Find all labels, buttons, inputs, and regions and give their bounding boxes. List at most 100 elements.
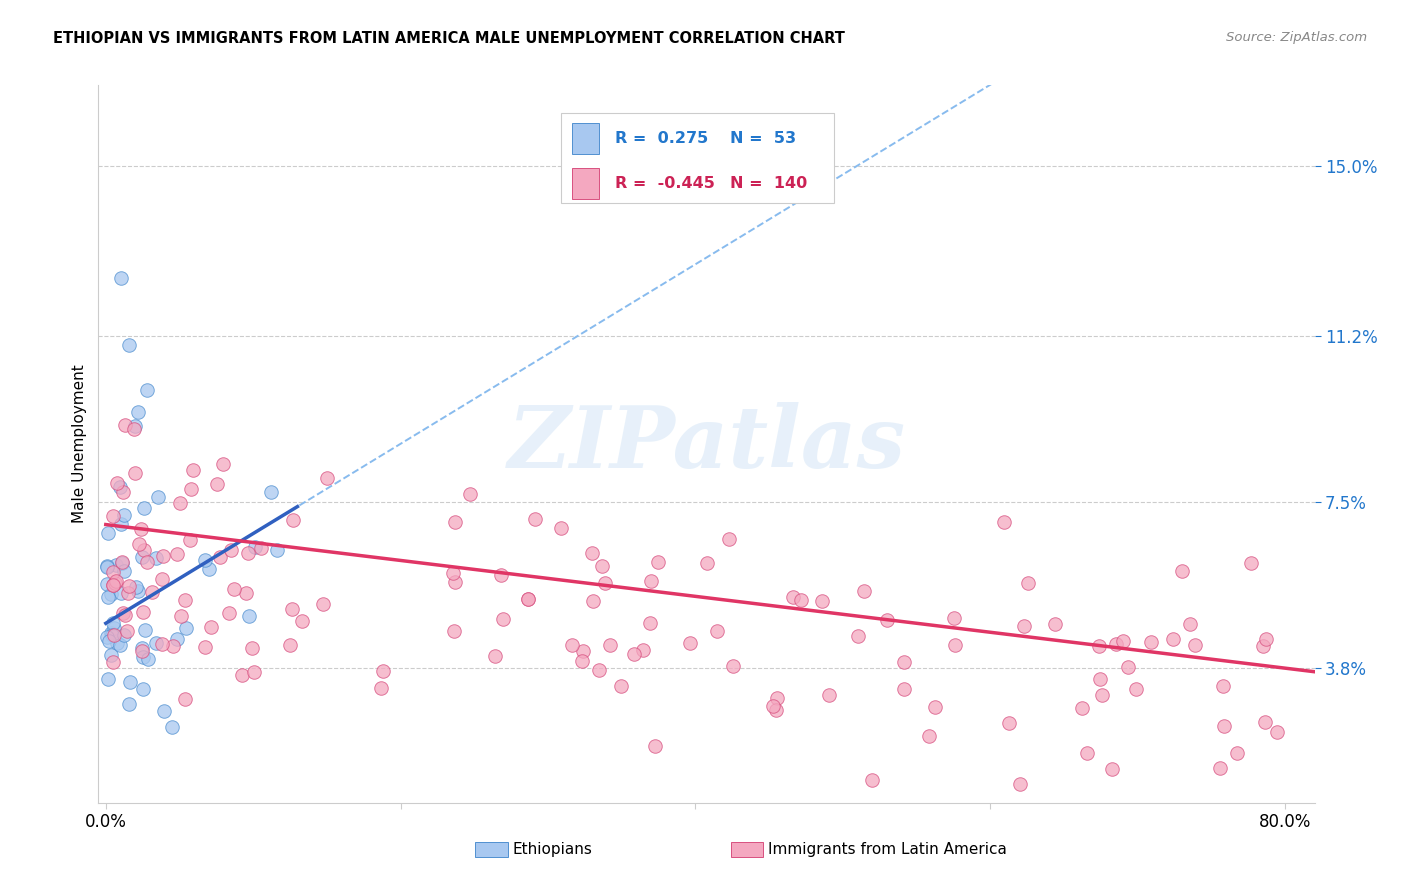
Point (105, 636, 128, 650)
Point (281, 513, 304, 527)
Point (194, 640, 217, 654)
Point (97, 590, 120, 604)
Point (640, 574, 662, 588)
Point (516, 591, 538, 606)
Point (103, 615, 125, 630)
Point (112, 484, 135, 499)
Point (101, 509, 124, 524)
Point (100, 648, 122, 662)
Point (817, 688, 839, 702)
Point (1125, 681, 1147, 696)
Point (1070, 700, 1092, 714)
Point (561, 638, 583, 652)
Point (238, 608, 260, 623)
Point (101, 656, 124, 670)
Point (150, 637, 173, 651)
Point (489, 567, 512, 582)
Point (218, 606, 240, 620)
Point (1116, 659, 1139, 673)
Point (281, 602, 304, 616)
Point (97, 672, 120, 686)
Text: ZIPatlas: ZIPatlas (508, 402, 905, 485)
Point (443, 566, 465, 580)
Point (1265, 725, 1288, 739)
Point (181, 463, 204, 477)
Point (312, 597, 335, 611)
Point (110, 638, 132, 652)
Point (581, 546, 603, 560)
Point (443, 575, 465, 590)
Point (266, 543, 288, 558)
Point (593, 575, 616, 590)
Point (174, 592, 197, 607)
Point (212, 458, 235, 472)
Point (243, 665, 266, 679)
Point (194, 553, 217, 567)
Point (208, 549, 231, 564)
Point (173, 691, 195, 706)
Bar (571, 123, 599, 153)
Point (721, 659, 744, 673)
Point (765, 703, 787, 717)
Point (132, 650, 155, 665)
Point (100, 626, 122, 640)
Point (638, 615, 661, 630)
Point (249, 541, 271, 555)
Point (1088, 672, 1111, 686)
Point (127, 584, 149, 599)
Point (1212, 679, 1234, 693)
Point (571, 644, 593, 658)
Point (117, 579, 139, 593)
Point (236, 546, 259, 560)
Point (128, 537, 150, 551)
Text: ETHIOPIAN VS IMMIGRANTS FROM LATIN AMERICA MALE UNEMPLOYMENT CORRELATION CHART: ETHIOPIAN VS IMMIGRANTS FROM LATIN AMERI… (53, 31, 845, 46)
Point (224, 582, 246, 596)
Point (1043, 617, 1066, 632)
Point (1088, 639, 1111, 653)
Point (623, 647, 645, 661)
Point (111, 555, 134, 569)
Point (169, 496, 191, 510)
Bar (475, 841, 508, 857)
Point (110, 586, 132, 600)
Point (893, 682, 915, 697)
Point (131, 644, 153, 658)
Point (129, 522, 152, 536)
Point (110, 270, 132, 285)
Point (114, 418, 136, 433)
Point (1251, 639, 1274, 653)
Point (101, 566, 124, 580)
Point (1012, 619, 1035, 633)
Point (96, 630, 118, 644)
Point (679, 635, 702, 649)
Point (152, 549, 174, 563)
Point (278, 638, 301, 652)
Point (231, 667, 253, 681)
Point (581, 593, 603, 607)
Point (790, 592, 813, 607)
Point (846, 629, 869, 643)
Point (1209, 761, 1232, 775)
Point (150, 572, 173, 586)
Point (124, 418, 146, 433)
Point (112, 564, 135, 578)
Point (1254, 632, 1277, 647)
Point (852, 583, 875, 598)
Point (114, 607, 136, 622)
Point (98, 634, 121, 648)
Point (131, 605, 153, 619)
Point (108, 481, 131, 495)
Point (517, 591, 540, 606)
Point (117, 585, 139, 599)
Point (153, 704, 176, 718)
Point (240, 641, 263, 656)
Point (105, 574, 128, 588)
Point (103, 627, 125, 641)
Point (1076, 746, 1098, 760)
Point (200, 620, 222, 634)
Point (105, 558, 128, 573)
Point (1178, 617, 1201, 632)
Point (122, 422, 145, 436)
FancyBboxPatch shape (561, 113, 834, 203)
Point (524, 512, 547, 526)
